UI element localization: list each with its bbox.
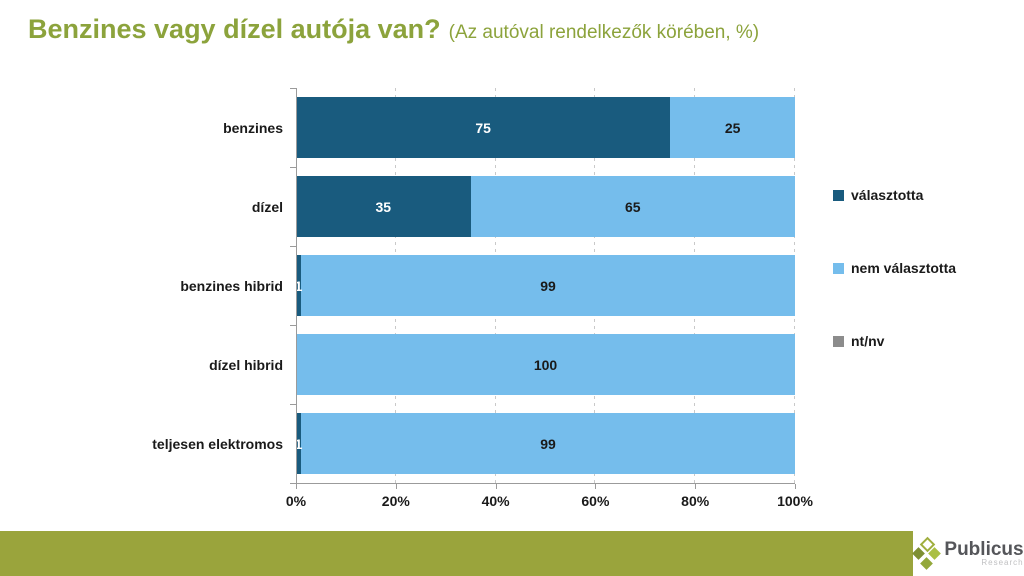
diamond-bottom-icon: [920, 556, 934, 570]
category-label: dízel hibrid: [209, 356, 283, 373]
category-label: benzines hibrid: [180, 277, 283, 294]
bar-value-label: 35: [375, 198, 392, 215]
bar-value-label: 1: [294, 435, 303, 452]
plot-area: 75 25 35 65 1 99 100 1 99 0% 20% 40% 60% 80% 100%: [286, 88, 813, 509]
y-axis-tick: [290, 404, 296, 405]
bar-value-label: 100: [533, 356, 558, 373]
category-label: benzines: [223, 119, 283, 136]
bar-rows: 75 25 35 65 1 99 100 1 99: [294, 88, 795, 483]
x-axis-tick-label: 60%: [581, 493, 610, 509]
stacked-bar: 1 99: [294, 413, 795, 474]
bar-value-label: 65: [625, 198, 641, 215]
stacked-bar: 35 65: [296, 176, 795, 237]
bar-segment: 99: [300, 255, 795, 316]
chart-title: Benzines vagy dízel autója van? (Az autóv…: [28, 14, 759, 45]
x-axis-tick-label: 20%: [381, 493, 410, 509]
bar-segment: 75: [296, 97, 671, 158]
bar-segment: 100: [296, 334, 795, 395]
y-axis-tick: [290, 88, 296, 89]
y-axis-tick: [290, 246, 296, 247]
category-label: dízel: [251, 198, 283, 215]
legend-item: választotta: [833, 187, 956, 203]
x-axis-line: [290, 483, 795, 484]
bar-value-label: 99: [540, 435, 556, 452]
x-axis-tick: [695, 484, 697, 489]
x-axis-tick-label: 0%: [285, 493, 307, 509]
x-axis-tick: [296, 484, 297, 489]
bar-value-label: 75: [475, 119, 491, 136]
x-axis-tick-label: 100%: [777, 493, 813, 509]
x-axis-tick: [595, 484, 597, 489]
x-axis-tick: [795, 484, 796, 489]
stacked-bar: 1 99: [294, 255, 795, 316]
bar-segment: 35: [296, 176, 471, 237]
legend-item: nt/nv: [833, 333, 956, 349]
x-axis-tick-label: 40%: [481, 493, 510, 509]
bar-value-label: 25: [724, 119, 741, 136]
bar-segment: 1: [294, 255, 303, 316]
bar-row: 1 99: [294, 246, 795, 325]
stacked-bar: 100: [296, 334, 795, 395]
bar-row: 1 99: [294, 404, 795, 483]
category-axis-labels: benzines dízel benzines hibrid dízel hibrid…: [0, 88, 283, 483]
bar-row: 35 65: [296, 167, 795, 246]
bar-row: 100: [296, 325, 795, 404]
bar-value-label: 99: [540, 277, 556, 294]
x-axis-tick-label: 80%: [681, 493, 710, 509]
y-axis-tick: [290, 325, 296, 326]
x-axis-tick: [495, 484, 497, 489]
legend-label: nem választotta: [851, 260, 957, 276]
publicus-logo: Publicus Research: [912, 531, 1024, 576]
y-axis-line: [296, 88, 297, 483]
brand-name: Publicus: [944, 539, 1024, 560]
page-title: Benzines vagy dízel autója van?: [28, 14, 441, 44]
legend-item: nem választotta: [833, 260, 956, 276]
y-axis-tick: [290, 483, 296, 484]
bar-row: 75 25: [296, 88, 795, 167]
bar-segment: 25: [670, 97, 795, 158]
legend-label: nt/nv: [851, 333, 885, 349]
footer-bar: [0, 531, 913, 576]
legend: választotta nem választotta nt/nv: [833, 187, 956, 406]
y-axis-tick: [290, 167, 296, 168]
brand-subtitle: Research: [981, 558, 1024, 567]
publicus-diamond-icon: [912, 536, 942, 570]
category-label: teljesen elektromos: [152, 435, 283, 452]
legend-swatch-icon: [833, 335, 844, 347]
x-axis-tick: [395, 484, 397, 489]
legend-swatch-icon: [833, 189, 844, 201]
bar-segment: 1: [294, 413, 303, 474]
legend-swatch-icon: [833, 262, 844, 274]
stacked-bar: 75 25: [296, 97, 795, 158]
logo-text: Publicus Research: [944, 540, 1023, 567]
bar-segment: 99: [300, 413, 795, 474]
bar-value-label: 1: [294, 277, 303, 294]
bar-segment: 65: [470, 176, 795, 237]
legend-label: választotta: [851, 187, 924, 203]
page-subtitle: (Az autóval rendelkezők körében, %): [448, 22, 760, 43]
